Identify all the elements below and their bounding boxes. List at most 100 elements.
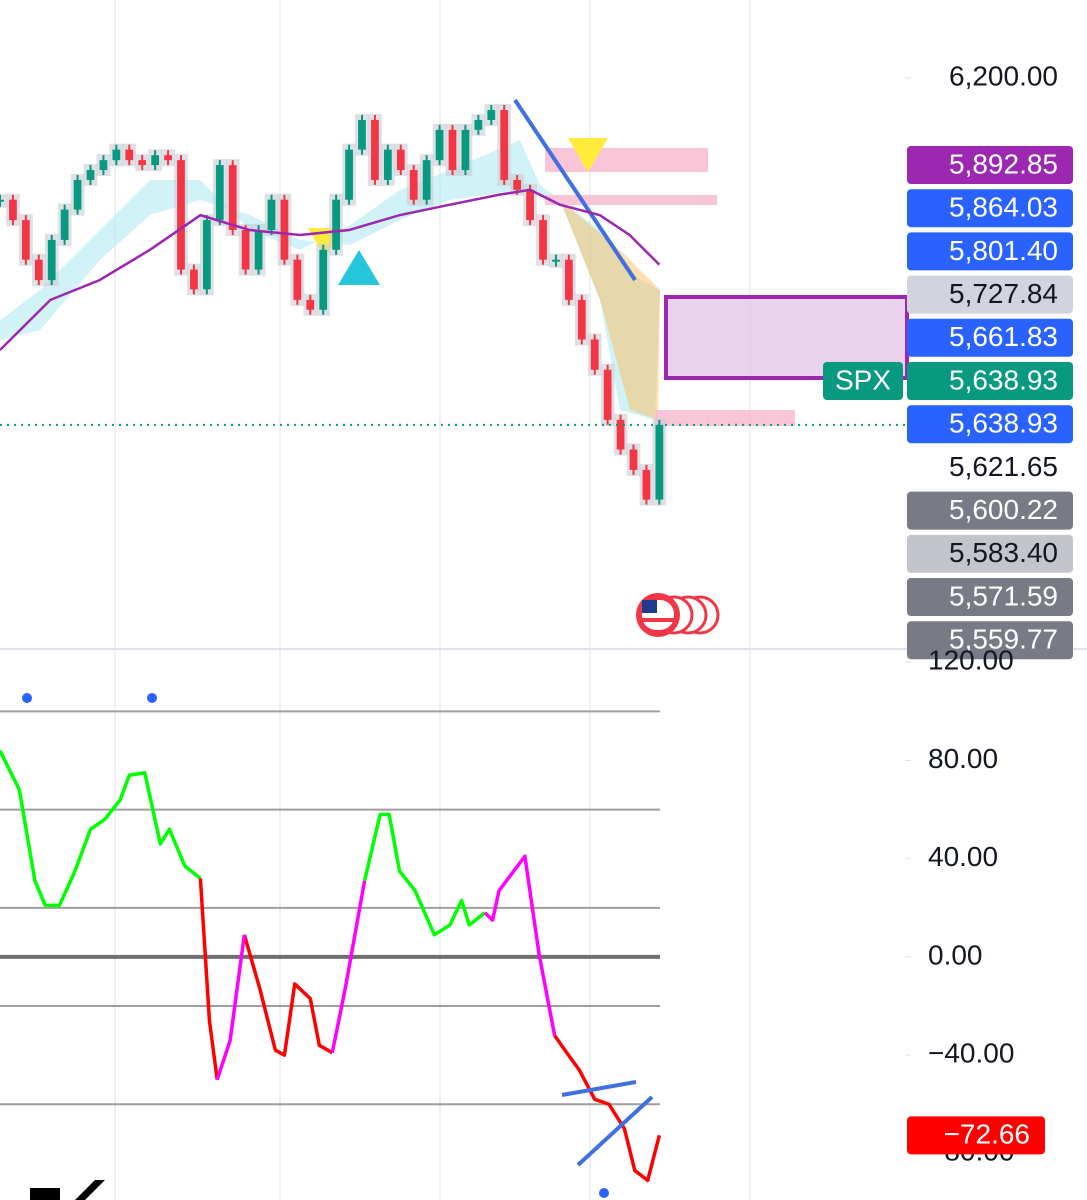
candle [306,299,315,310]
signal-down [568,138,608,172]
signal-up [338,250,380,285]
candle [629,449,638,470]
price-tag-bg [907,448,1073,487]
candle [151,155,160,166]
price-tag: 5,638.93 [907,362,1073,400]
candle [138,160,147,166]
price-tag-label: 5,892.85 [949,148,1058,179]
price-tag-label: 5,864.03 [949,192,1058,223]
price-tag-bg [907,232,1073,271]
candle [513,179,522,190]
price-tag-label: 5,638.93 [949,364,1058,395]
candle [461,129,470,171]
oscillator-line [198,878,662,1183]
y-tick-label: 6,200.00 [949,60,1058,91]
y-tick-label: −40.00 [928,1038,1014,1069]
flag-icon [636,593,720,637]
candle [590,339,599,370]
price-tag-label: 5,727.84 [949,278,1058,309]
candle [202,220,211,290]
price-tag-bg [907,534,1073,573]
candle [47,239,56,281]
candle [655,424,664,500]
trend-line [513,98,637,282]
candle [267,199,276,231]
price-tag-bg [907,491,1073,530]
price-tag-label: 5,600.22 [949,494,1058,525]
candle [241,230,250,270]
price-tag-bg [907,405,1073,444]
candle [280,199,289,260]
candle [164,155,172,161]
candle [228,165,237,231]
candle [99,160,108,171]
candle [125,149,134,161]
candle [319,249,328,310]
price-tag-bg [907,146,1073,184]
price-tag-label: −72.66 [944,1119,1030,1150]
price-tag: 5,559.77 [907,621,1073,660]
price-tag-label: 5,571.59 [949,580,1058,611]
candle [0,199,4,202]
zone [655,410,795,426]
price-tag: 5,571.59 [907,578,1073,616]
price-tag: 5,583.40 [907,534,1073,573]
candle [435,129,444,161]
candle [552,259,560,262]
candle [616,419,625,450]
candle [34,259,43,281]
candle [293,259,302,300]
price-tag-bg [907,275,1073,314]
oscillator-decor [22,693,654,1200]
price-tag-bg [907,578,1073,616]
price-tag: 5,892.85 [907,146,1073,184]
candle [21,220,30,260]
price-tag: 5,600.22 [907,491,1073,530]
price-tag: 5,801.40 [907,232,1073,271]
candle [254,230,263,270]
candle [345,149,353,200]
y-tick-label: 40.00 [928,841,998,872]
candle [9,199,17,221]
price-tag: 5,864.03 [907,189,1073,228]
candle [73,179,82,210]
price-tag-bg [907,1116,1045,1155]
candle [332,199,341,250]
price-tag-label: 5,583.40 [949,537,1058,568]
y-tick-label: 80.00 [928,743,998,774]
candle [422,160,431,200]
y-tick-label: 0.00 [928,939,983,970]
candle [409,170,418,200]
candle [448,129,457,171]
candle [642,469,651,500]
moving-average [0,188,661,351]
price-tag-label: 5,559.77 [949,624,1058,655]
candle [487,110,496,120]
price-tag-bg [907,621,1073,660]
candle [177,160,185,270]
candle [539,220,547,260]
candle [358,119,366,150]
price-tag-bg [907,318,1073,357]
price-tag: 5,638.93 [907,405,1073,444]
candle [564,259,573,300]
candle [577,299,586,340]
candle [474,119,483,130]
oscillator-line [0,749,486,937]
price-tag: 5,727.84 [907,275,1073,314]
price-tag: −72.66 [907,1116,1045,1155]
y-tick-label: 120.00 [928,645,1014,676]
candle [215,165,224,221]
candle [86,170,95,180]
price-tag: 5,621.65 [907,448,1073,487]
ribbon [0,140,660,420]
symbol-label: SPX [835,364,891,395]
candle [112,149,121,161]
candle [500,110,509,180]
price-tag-label: 5,621.65 [949,451,1058,482]
candle [190,269,198,290]
price-tag-label: 5,638.93 [949,408,1058,439]
candle [383,149,392,180]
symbol-bg [823,362,903,400]
